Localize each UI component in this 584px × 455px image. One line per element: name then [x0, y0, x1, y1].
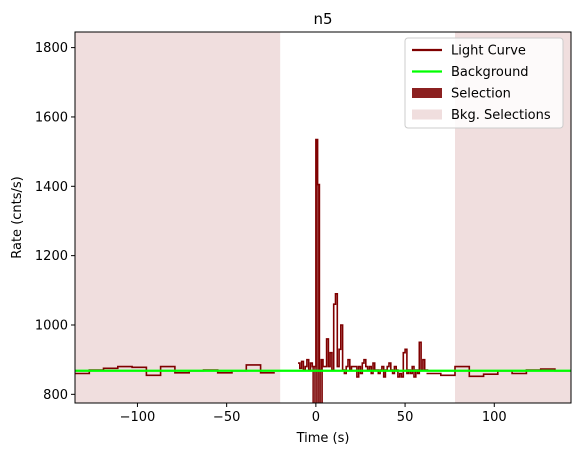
x-tick-label: −50 [213, 410, 240, 425]
y-tick-label: 1800 [35, 41, 68, 56]
bkg-selection-region [75, 32, 281, 403]
chart-title: n5 [313, 10, 332, 28]
selection-bin [317, 184, 320, 403]
x-tick-label: 100 [482, 410, 507, 425]
y-tick-label: 800 [43, 388, 68, 403]
selection-bin [319, 370, 322, 403]
legend-label: Selection [451, 87, 511, 102]
legend-swatch-patch [412, 88, 442, 98]
light-curve-post [426, 365, 571, 378]
selection-layer [312, 139, 323, 404]
x-axis-label: Time (s) [296, 431, 350, 446]
legend-box [404, 37, 564, 129]
x-ticks: −100 −50 0 50 100 [120, 403, 507, 425]
x-tick-label: 0 [312, 410, 320, 425]
selection-bin [314, 366, 316, 403]
selection-bin [312, 366, 315, 403]
y-tick-label: 1000 [35, 318, 68, 333]
y-tick-label: 1200 [35, 249, 68, 264]
y-tick-label: 1400 [35, 180, 68, 195]
legend: Light Curve Background Selection Bkg. Selec… [404, 37, 564, 129]
selection-bin [315, 139, 318, 404]
legend-label: Light Curve [451, 44, 526, 59]
legend-label: Background [451, 65, 529, 80]
x-tick-label: −100 [120, 410, 156, 425]
y-axis-label: Rate (cnts/s) [10, 176, 25, 259]
legend-label: Bkg. Selections [451, 108, 551, 123]
legend-swatch-patch [412, 109, 442, 120]
plot-frame [74, 31, 572, 404]
y-tick-label: 1600 [35, 110, 68, 125]
x-tick-label: 50 [397, 410, 414, 425]
selection-bin [321, 359, 323, 403]
y-ticks: 800 1000 1200 1400 1600 1800 [35, 41, 75, 403]
